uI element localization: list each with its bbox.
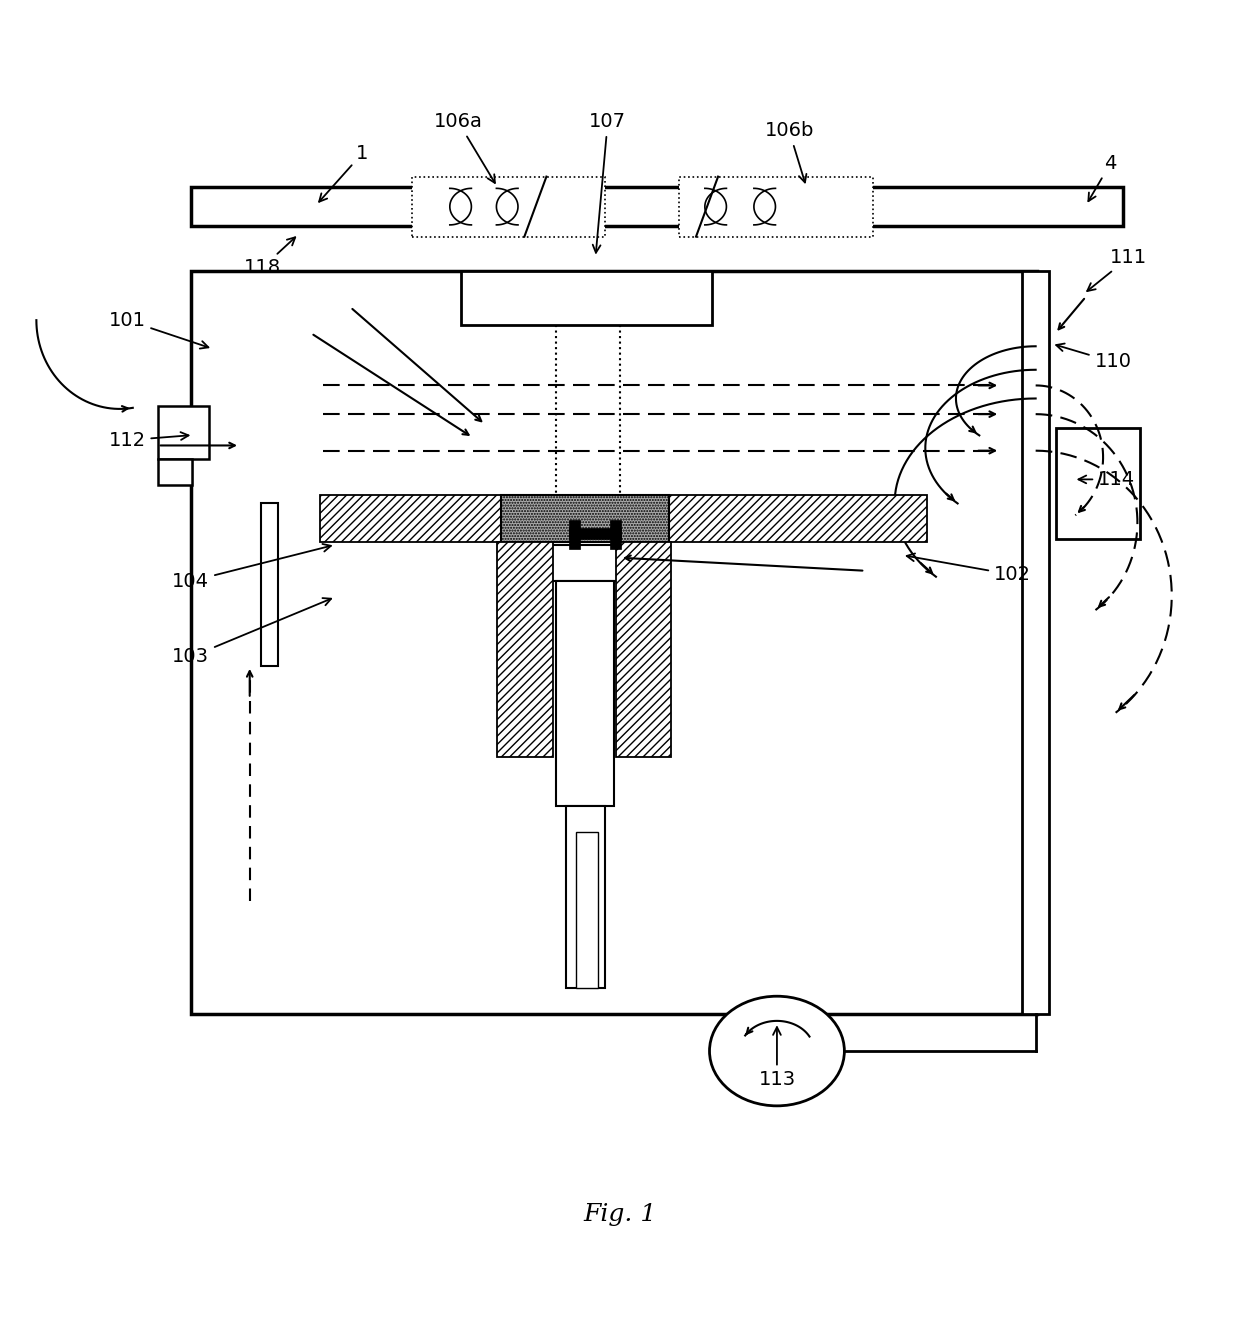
Text: 111: 111 <box>1087 248 1147 291</box>
Bar <box>501 495 670 542</box>
Text: 114: 114 <box>1079 470 1135 489</box>
Text: 101: 101 <box>109 311 208 348</box>
Text: 106a: 106a <box>434 112 495 183</box>
Text: 104: 104 <box>172 543 331 591</box>
Bar <box>460 270 712 326</box>
Bar <box>320 495 501 542</box>
Text: 110: 110 <box>1056 343 1131 372</box>
Text: 118: 118 <box>243 237 295 277</box>
Text: 106b: 106b <box>765 121 813 182</box>
Text: 107: 107 <box>589 112 626 253</box>
Ellipse shape <box>709 996 844 1105</box>
Bar <box>412 177 605 236</box>
Bar <box>503 545 666 582</box>
Bar <box>565 806 605 988</box>
Bar <box>497 542 553 757</box>
Text: 112: 112 <box>109 431 188 450</box>
Bar <box>1022 270 1049 1014</box>
Text: 103: 103 <box>172 598 331 666</box>
Bar <box>610 520 621 549</box>
Text: 4: 4 <box>1089 154 1117 202</box>
Bar <box>670 495 926 542</box>
Bar <box>191 270 1037 1014</box>
Bar <box>616 542 672 757</box>
Bar <box>568 520 579 549</box>
Bar <box>575 832 598 988</box>
Text: 102: 102 <box>906 554 1030 584</box>
Text: 113: 113 <box>759 1028 796 1089</box>
Bar <box>260 503 278 666</box>
Bar <box>557 582 614 806</box>
Text: 1: 1 <box>319 144 368 202</box>
Bar <box>568 528 621 539</box>
Bar <box>1056 429 1140 539</box>
Text: Fig. 1: Fig. 1 <box>583 1203 657 1225</box>
Bar <box>157 406 210 459</box>
Bar <box>678 177 873 236</box>
Bar <box>191 187 1122 226</box>
Bar <box>157 459 192 484</box>
